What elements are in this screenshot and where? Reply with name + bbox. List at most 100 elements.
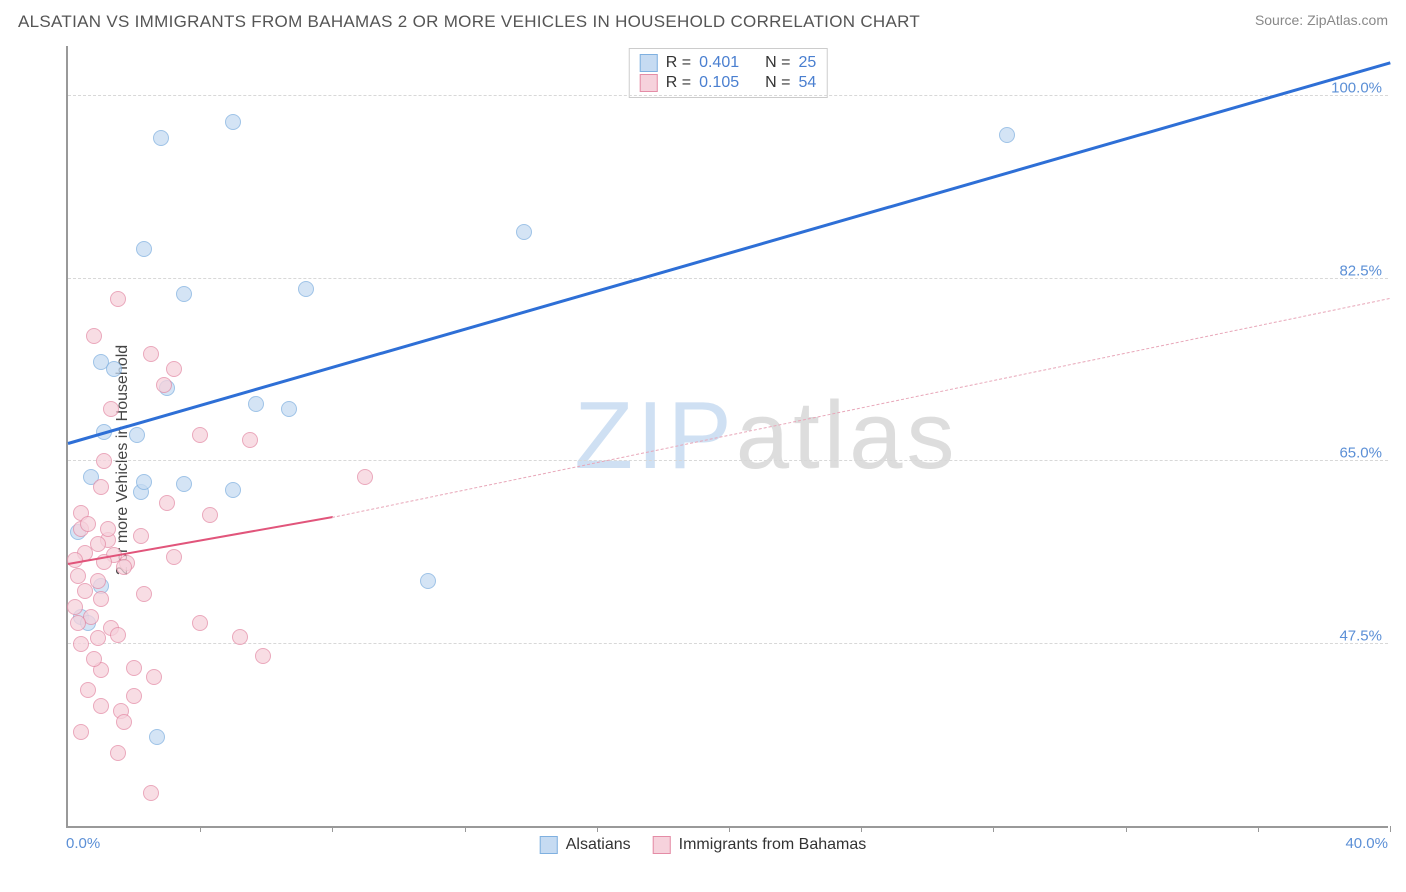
legend-item: Immigrants from Bahamas (653, 836, 867, 854)
legend-n-value: 25 (798, 54, 816, 72)
data-point (166, 361, 182, 377)
y-tick-label: 47.5% (1339, 627, 1382, 644)
data-point (166, 549, 182, 565)
data-point (156, 377, 172, 393)
data-point (248, 396, 264, 412)
data-point (357, 469, 373, 485)
data-point (96, 453, 112, 469)
gridline (68, 460, 1388, 461)
legend-series-name: Immigrants from Bahamas (679, 836, 867, 854)
legend-row: R = 0.105 N = 54 (640, 73, 817, 93)
data-point (126, 660, 142, 676)
legend-r-label: R = (666, 54, 691, 72)
gridline (68, 95, 1388, 96)
x-tick (1126, 826, 1127, 832)
gridline (68, 278, 1388, 279)
data-point (70, 615, 86, 631)
data-point (202, 507, 218, 523)
y-tick-label: 65.0% (1339, 445, 1382, 462)
data-point (90, 536, 106, 552)
watermark: ZIPatlas (574, 381, 958, 491)
data-point (149, 729, 165, 745)
data-point (146, 669, 162, 685)
x-axis-max-label: 40.0% (1345, 835, 1388, 852)
legend-item: Alsatians (540, 836, 631, 854)
gridline (68, 643, 1388, 644)
x-tick (729, 826, 730, 832)
data-point (73, 724, 89, 740)
data-point (110, 291, 126, 307)
data-point (73, 636, 89, 652)
legend-swatch (640, 54, 658, 72)
data-point (232, 629, 248, 645)
data-point (420, 573, 436, 589)
series-legend: Alsatians Immigrants from Bahamas (540, 836, 867, 854)
data-point (110, 745, 126, 761)
data-point (143, 346, 159, 362)
data-point (176, 286, 192, 302)
chart-title: ALSATIAN VS IMMIGRANTS FROM BAHAMAS 2 OR… (18, 12, 920, 32)
x-tick (597, 826, 598, 832)
data-point (516, 224, 532, 240)
x-axis-min-label: 0.0% (66, 835, 100, 852)
x-tick (993, 826, 994, 832)
legend-r-label: R = (666, 74, 691, 92)
correlation-legend: R = 0.401 N = 25 R = 0.105 N = 54 (629, 48, 828, 98)
legend-row: R = 0.401 N = 25 (640, 53, 817, 73)
data-point (129, 427, 145, 443)
data-point (93, 698, 109, 714)
x-tick (465, 826, 466, 832)
data-point (255, 648, 271, 664)
data-point (999, 127, 1015, 143)
data-point (77, 583, 93, 599)
legend-r-value: 0.401 (699, 54, 739, 72)
legend-n-value: 54 (798, 74, 816, 92)
source-label: Source: ZipAtlas.com (1255, 12, 1388, 28)
data-point (110, 627, 126, 643)
data-point (67, 599, 83, 615)
data-point (225, 114, 241, 130)
data-point (176, 476, 192, 492)
data-point (103, 401, 119, 417)
x-tick (1390, 826, 1391, 832)
legend-n-label: N = (765, 54, 790, 72)
legend-r-value: 0.105 (699, 74, 739, 92)
data-point (93, 479, 109, 495)
data-point (225, 482, 241, 498)
data-point (136, 474, 152, 490)
data-point (126, 688, 142, 704)
legend-swatch (653, 836, 671, 854)
data-point (86, 328, 102, 344)
data-point (70, 568, 86, 584)
legend-swatch (640, 74, 658, 92)
data-point (106, 361, 122, 377)
data-point (136, 241, 152, 257)
legend-series-name: Alsatians (566, 836, 631, 854)
x-tick (200, 826, 201, 832)
x-tick (332, 826, 333, 832)
x-tick (861, 826, 862, 832)
data-point (80, 516, 96, 532)
chart-container: 2 or more Vehicles in Household ZIPatlas… (18, 46, 1388, 874)
data-point (100, 521, 116, 537)
data-point (159, 495, 175, 511)
x-tick (1258, 826, 1259, 832)
data-point (136, 586, 152, 602)
y-tick-label: 100.0% (1331, 80, 1382, 97)
data-point (86, 651, 102, 667)
y-tick-label: 82.5% (1339, 262, 1382, 279)
data-point (298, 281, 314, 297)
data-point (90, 573, 106, 589)
data-point (116, 559, 132, 575)
legend-swatch (540, 836, 558, 854)
data-point (281, 401, 297, 417)
data-point (153, 130, 169, 146)
data-point (192, 615, 208, 631)
data-point (93, 591, 109, 607)
data-point (90, 630, 106, 646)
regression-line (332, 298, 1390, 518)
data-point (192, 427, 208, 443)
data-point (143, 785, 159, 801)
data-point (242, 432, 258, 448)
legend-n-label: N = (765, 74, 790, 92)
